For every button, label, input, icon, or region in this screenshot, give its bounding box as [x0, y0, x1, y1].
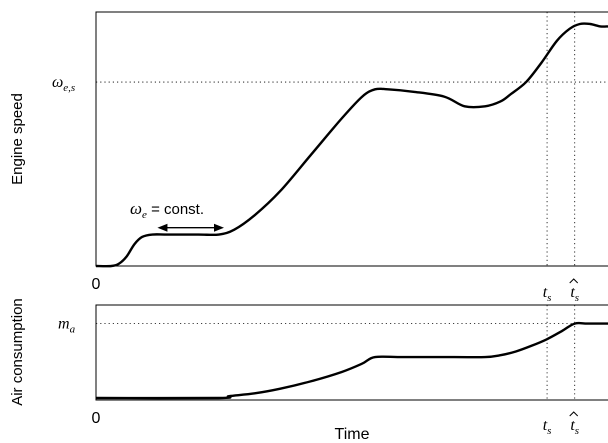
- bottom-panel: Air consumption ma 0 ts ts Time: [9, 298, 608, 443]
- arrow-head-right-icon: [214, 223, 224, 232]
- top-marker-label-ts-hat: ts: [570, 284, 579, 304]
- top-panel-frame: [95, 11, 608, 267]
- bottom-marker-label-ts: ts: [543, 417, 552, 437]
- bottom-y-axis-label: Air consumption: [9, 298, 26, 406]
- top-marker-hat: [569, 278, 579, 284]
- bottom-x-origin-label: 0: [92, 410, 101, 427]
- air-consumption-curve: [95, 321, 608, 400]
- engine-speed-curve: [95, 22, 608, 268]
- bottom-ytick-label: ma: [58, 316, 76, 336]
- bottom-panel-frame: [95, 304, 608, 401]
- bottom-marker-hat: [569, 411, 579, 417]
- top-y-axis-label: Engine speed: [9, 93, 26, 185]
- x-axis-label: Time: [335, 426, 370, 443]
- top-panel: ωe = const. Engine speed ωe,s 0 ts ts: [9, 11, 608, 304]
- constant-speed-annotation: ωe = const.: [130, 199, 204, 221]
- top-ytick-label: ωe,s: [52, 74, 75, 94]
- arrow-head-left-icon: [157, 223, 168, 232]
- top-marker-label-ts: ts: [543, 284, 552, 304]
- top-x-origin-label: 0: [92, 276, 101, 293]
- bottom-marker-label-ts-hat: ts: [570, 417, 579, 437]
